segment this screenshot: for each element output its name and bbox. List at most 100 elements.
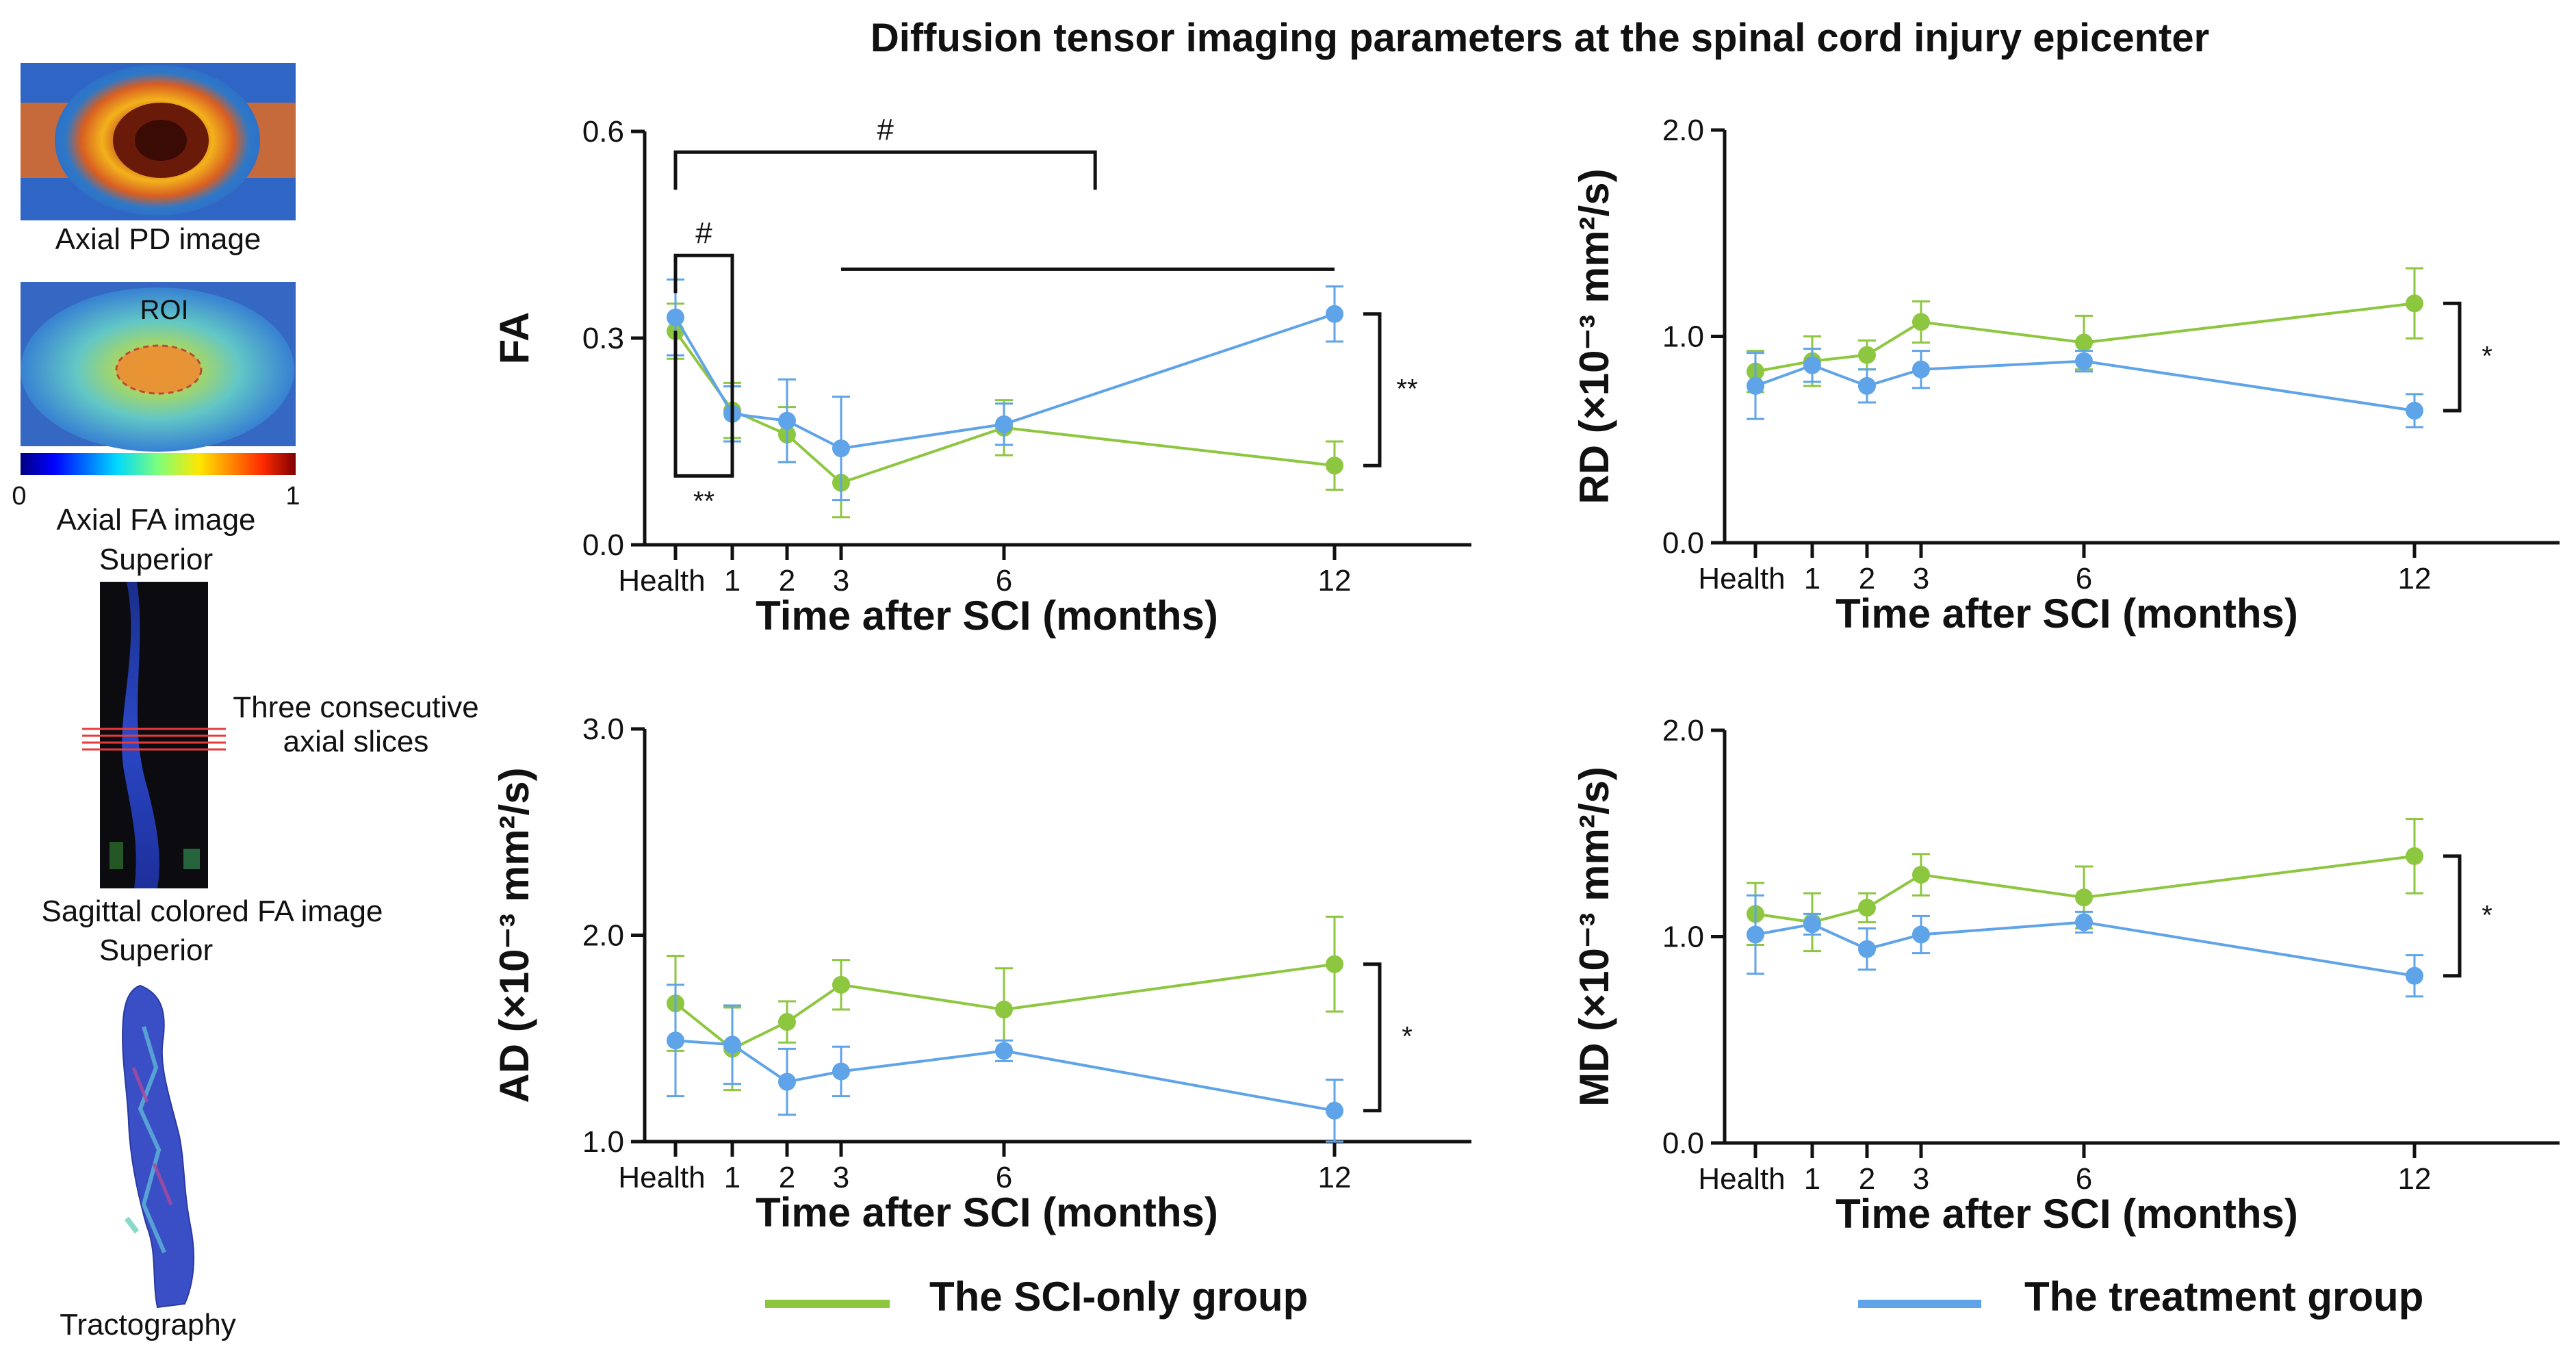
ad-sci-only-line [674, 962, 1335, 1051]
md-treatment-point [1747, 925, 1764, 944]
rd-y-tick-label: 0.0 [1662, 526, 1704, 560]
slices-label-line2: axial slices [283, 725, 429, 758]
md-y-tick-label: 2.0 [1662, 714, 1704, 747]
figure-title: Diffusion tensor imaging parameters at t… [870, 16, 2210, 60]
sagittal-caption: Sagittal colored FA image [42, 895, 383, 928]
fa-sci-only-point [1326, 457, 1343, 475]
fa-y-tick-label: 0.0 [582, 528, 624, 562]
fa-significance-label: # [695, 216, 712, 250]
fa-significance-bracket [1363, 312, 1382, 467]
axial-pd-image [21, 63, 296, 220]
axial-pd-caption: Axial PD image [55, 222, 261, 256]
rd-sci-only-point [1858, 346, 1876, 364]
fa-x-tick-label: Health [618, 564, 705, 598]
ad-significance-label: * [1402, 1022, 1413, 1052]
fa-x-tick-label: 1 [724, 564, 740, 598]
fa-significance-label: ** [693, 486, 714, 516]
ad-y-tick-label: 2.0 [582, 919, 624, 953]
rd-significance-bracket [2443, 301, 2462, 413]
ad-y-axis-label: AD (×10⁻³ mm²/s) [491, 767, 537, 1103]
rd-treatment-line [1755, 359, 2415, 413]
sagittal-fa-image [82, 582, 226, 888]
fa-y-tick-label: 0.3 [582, 322, 624, 355]
md-sci-only-point [1912, 866, 1930, 884]
fa-significance-bracket [673, 255, 734, 478]
rd-y-axis-label: RD (×10⁻³ mm²/s) [1571, 168, 1617, 504]
md-treatment-point [1803, 915, 1821, 934]
rd-sci-only-point [2406, 294, 2423, 313]
md-x-tick-label: 2 [1859, 1162, 1875, 1196]
ad-x-tick-label: 12 [1318, 1161, 1352, 1194]
superior-label-top: Superior [99, 543, 213, 576]
ad-treatment-point [778, 1072, 796, 1091]
axial-slice-lines [82, 728, 226, 751]
ad-x-tick-label: 2 [779, 1161, 795, 1194]
fa-x-tick-label: 12 [1318, 564, 1352, 598]
rd-treatment-point [1803, 356, 1821, 374]
md-x-tick-label: 1 [1804, 1162, 1820, 1196]
ad-y-tick-label: 3.0 [582, 712, 624, 746]
ad-treatment-point [995, 1042, 1013, 1060]
md-y-tick-label: 0.0 [1662, 1127, 1704, 1160]
md-treatment-point [2406, 966, 2423, 985]
legend-label-sci-only: The SCI-only group [929, 1274, 1309, 1320]
rd-y-tick-label: 1.0 [1662, 320, 1704, 354]
legend-label-treatment: The treatment group [2024, 1274, 2424, 1320]
md-treatment-line [1755, 921, 2415, 977]
fa-x-axis-label: Time after SCI (months) [756, 593, 1218, 639]
rd-treatment-point [1747, 376, 1764, 395]
md-significance-label: * [2482, 900, 2493, 930]
rd-y-tick-label: 2.0 [1662, 114, 1704, 147]
rd-sci-only-point [2075, 333, 2093, 352]
ad-sci-only-point [995, 1001, 1013, 1019]
rd-sci-only-line [1755, 302, 2415, 373]
rd-x-tick-label: 3 [1913, 562, 1929, 595]
md-x-tick-label: 12 [2398, 1162, 2432, 1196]
ad-sci-only-point [1326, 955, 1343, 973]
ad-x-axis-label: Time after SCI (months) [756, 1190, 1218, 1235]
md-treatment-point [2075, 913, 2093, 932]
fa-colorbar [21, 453, 296, 475]
ad-sci-only-point [778, 1013, 796, 1031]
ad-treatment-point [723, 1036, 741, 1054]
fa-x-tick-label: 2 [779, 564, 795, 598]
colorbar-min-label: 0 [12, 482, 26, 511]
md-y-tick-label: 1.0 [1662, 921, 1704, 954]
fa-treatment-point [778, 411, 796, 430]
ad-sci-only-point [832, 975, 850, 994]
rd-treatment-point [2075, 352, 2093, 370]
rd-sci-only-point [1912, 313, 1930, 331]
tractography-caption: Tractography [60, 1308, 236, 1341]
md-significance-bracket [2443, 854, 2462, 978]
fa-x-tick-label: 3 [833, 564, 849, 598]
roi-outline [115, 344, 203, 395]
md-sci-only-line [1755, 854, 2415, 924]
rd-treatment-point [1858, 376, 1876, 395]
axial-fa-caption: Axial FA image [56, 503, 255, 537]
fa-significance-bracket [673, 150, 1097, 190]
fa-significance-label: ** [1396, 374, 1417, 404]
ad-x-tick-label: 1 [724, 1161, 740, 1194]
rd-x-axis-label: Time after SCI (months) [1836, 591, 2298, 637]
ad-treatment-point [667, 1031, 684, 1050]
ad-treatment-point [1326, 1101, 1343, 1120]
fa-treatment-point [667, 308, 684, 326]
ad-x-tick-label: 6 [996, 1161, 1012, 1194]
ad-significance-bracket [1363, 962, 1382, 1113]
tractography-image [122, 984, 194, 1309]
fa-treatment-line [674, 312, 1335, 450]
slices-label-line1: Three consecutive [233, 691, 479, 724]
md-x-tick-label: 3 [1913, 1162, 1929, 1196]
ad-treatment-point [832, 1062, 850, 1081]
rd-treatment-point [1912, 360, 1930, 378]
fa-significance-label: # [877, 113, 894, 146]
md-treatment-point [1858, 940, 1876, 958]
roi-label: ROI [140, 295, 188, 325]
fa-y-tick-label: 0.6 [582, 115, 624, 149]
md-x-tick-label: Health [1698, 1162, 1785, 1196]
axial-fa-image [21, 282, 296, 452]
rd-x-tick-label: 2 [1859, 562, 1875, 595]
ad-x-tick-label: 3 [833, 1161, 849, 1194]
